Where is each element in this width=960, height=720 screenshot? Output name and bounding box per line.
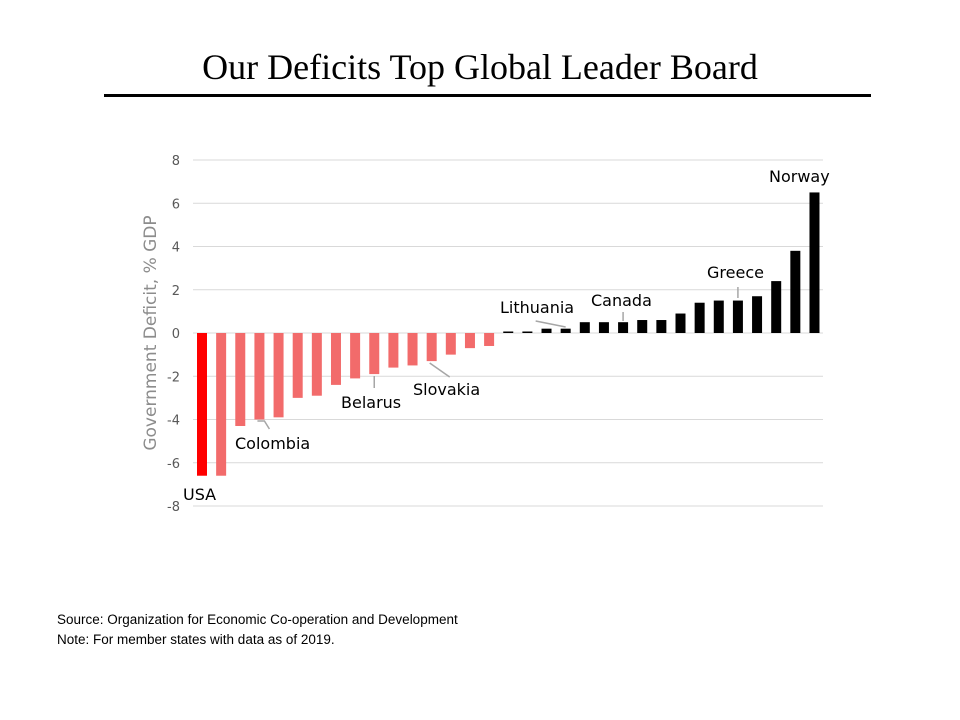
y-tick-label: 8 — [172, 154, 180, 169]
bar — [292, 333, 303, 398]
bar-annotation-label: Greece — [707, 263, 764, 282]
bar — [330, 333, 341, 385]
bar-annotation-label: Norway — [769, 167, 830, 186]
y-axis-label: Government Deficit, % GDP — [141, 215, 161, 451]
y-tick-label: -2 — [167, 370, 180, 385]
bar — [522, 331, 533, 333]
bar — [732, 300, 743, 333]
y-tick-label: 2 — [172, 284, 180, 299]
bar — [618, 322, 629, 333]
bar — [809, 192, 820, 333]
bar — [484, 333, 495, 346]
bar — [426, 333, 437, 362]
bar-annotation-label: USA — [183, 485, 216, 504]
annotation-leader-line — [535, 320, 566, 328]
bar — [369, 333, 380, 375]
bar — [675, 313, 686, 333]
bar — [790, 250, 801, 333]
bar — [407, 333, 418, 366]
bar — [752, 296, 763, 333]
bar — [350, 333, 361, 379]
data-note: Note: For member states with data as of … — [57, 632, 335, 647]
bar — [197, 333, 207, 476]
bar — [713, 300, 724, 333]
title-underline — [104, 94, 871, 97]
source-note: Source: Organization for Economic Co-ope… — [57, 612, 458, 627]
y-tick-label: -8 — [167, 500, 180, 515]
bar-annotation-label: Lithuania — [500, 298, 574, 317]
bar — [503, 331, 514, 333]
y-tick-label: 6 — [172, 197, 180, 212]
bar — [771, 281, 782, 333]
y-tick-label: -4 — [167, 414, 180, 429]
bar — [388, 333, 399, 368]
bar — [464, 333, 475, 349]
bar — [694, 302, 705, 333]
bar — [311, 333, 322, 396]
bar — [254, 333, 265, 420]
bar — [273, 333, 284, 418]
bar — [637, 320, 648, 333]
bar — [560, 328, 571, 333]
bar — [598, 322, 609, 333]
slide-title: Our Deficits Top Global Leader Board — [202, 47, 758, 87]
bar-annotation-label: Belarus — [341, 393, 401, 412]
y-tick-label: 0 — [172, 327, 180, 342]
bar — [235, 333, 246, 426]
bar — [445, 333, 456, 355]
bar-annotation-label: Colombia — [235, 434, 310, 453]
bar-annotation-label: Canada — [591, 291, 652, 310]
y-tick-label: -6 — [167, 457, 180, 472]
y-tick-label: 4 — [172, 241, 180, 256]
bar — [541, 328, 552, 333]
bar-annotation-label: Slovakia — [413, 380, 480, 399]
annotation-leader-line — [429, 362, 451, 378]
bar — [656, 320, 667, 333]
bar — [579, 322, 590, 333]
annotation-leader-line — [257, 420, 271, 430]
bar — [216, 333, 227, 476]
